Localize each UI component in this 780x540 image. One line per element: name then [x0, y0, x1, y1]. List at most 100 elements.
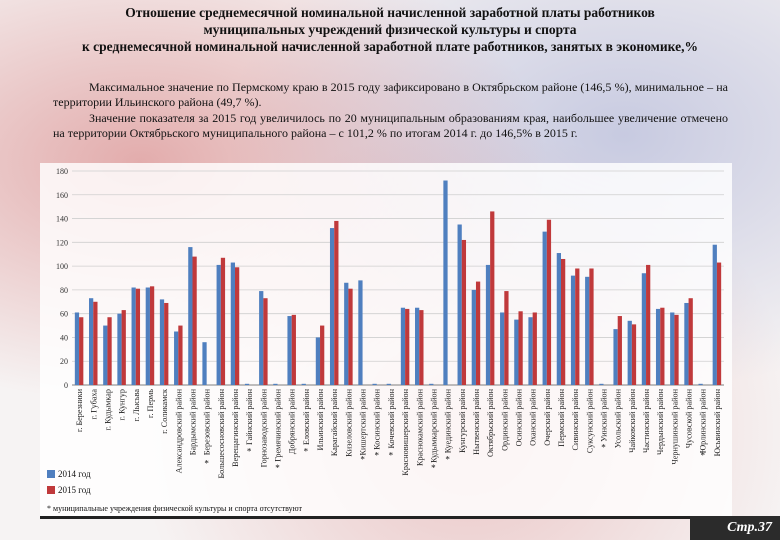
x-tick-label: Карагайский район [330, 388, 339, 456]
bar-2015 [504, 291, 509, 385]
bar-2014 [627, 320, 632, 385]
bar-2014 [287, 316, 292, 385]
x-tick-label: Бардымский район [188, 388, 197, 455]
bar-2015 [688, 298, 693, 385]
bar-2014 [684, 302, 689, 385]
absent-marker: * [360, 455, 365, 465]
y-tick-label: 0 [64, 381, 68, 390]
bar-2014 [641, 273, 647, 385]
bar-2015 [79, 317, 84, 385]
legend-swatch-2014 [47, 470, 55, 478]
x-tick-label: г. Кунгур [118, 389, 127, 420]
title-line-3: к среднемесячной номинальной начисленной… [82, 39, 698, 54]
bar-2014 [712, 244, 717, 385]
bar-2015 [121, 310, 126, 385]
x-tick-label: Гайнский район [245, 388, 254, 445]
x-tick-label: Косинский район [373, 388, 382, 449]
bar-2014 [358, 280, 363, 385]
x-tick-label: Чернушинский район [670, 388, 679, 464]
footnote: * муниципальные учреждения физической ку… [47, 504, 303, 513]
bar-2014 [259, 291, 264, 385]
x-tick-label: Октябрьский район [486, 388, 495, 457]
bar-2014 [131, 287, 136, 385]
bar-2014 [273, 383, 278, 385]
bar-2014 [500, 312, 505, 385]
title-line-1: Отношение среднемесячной номинальной нач… [125, 5, 655, 20]
bar-2014 [471, 289, 476, 385]
bar-2014 [230, 262, 235, 385]
x-tick-label: Уинский район [600, 388, 609, 441]
x-tick-label: г. Пермь [146, 389, 155, 418]
bar-2014 [457, 224, 462, 385]
bar-2015 [631, 324, 637, 385]
x-tick-label: Березовский район [203, 388, 212, 455]
x-tick-label: Оханский район [529, 388, 538, 446]
x-tick-label: Юсьвинский район [713, 388, 722, 456]
x-tick-label: Кизеловский район [344, 388, 353, 456]
bar-2015 [589, 268, 594, 385]
x-tick-label: Верещагинский район [231, 388, 240, 467]
x-tick-label: Чайковский район [628, 388, 637, 452]
bar-2014 [670, 312, 675, 385]
x-tick-label: Кунгурский район [458, 388, 467, 452]
bar-chart: 0 20 40 60 80 100 120 140 160 180 г. Березники г. Г… [56, 167, 724, 479]
x-tick-label: Кудымкарский район [429, 388, 438, 462]
bar-2015 [518, 311, 523, 385]
y-tick-label: 80 [60, 286, 68, 295]
x-tick-label: Кишертский район [359, 388, 368, 455]
bar-2014 [570, 275, 576, 385]
y-tick-label: 20 [60, 357, 68, 366]
title-line-2: муниципальных учреждений физической куль… [203, 22, 577, 37]
bar-2015 [532, 312, 537, 385]
absent-marker: * [374, 451, 379, 461]
bar-2014 [542, 231, 547, 385]
bar-2015 [716, 262, 722, 385]
absent-marker: * [431, 463, 436, 473]
x-tick-label: Частинский район [642, 388, 651, 453]
x-tick-label: г. Губаха [89, 389, 98, 420]
x-tick-label: Краснокамский район [415, 388, 424, 466]
bar-2015 [646, 264, 651, 385]
x-tick-label: Усольский район [614, 388, 623, 448]
bar-2014 [429, 383, 434, 385]
absent-marker: * [304, 446, 309, 456]
bar-2015 [235, 267, 240, 385]
bar-2015 [93, 301, 98, 385]
bar-2015 [546, 219, 552, 385]
bar-2014 [698, 383, 703, 385]
absent-marker: * [445, 455, 450, 465]
bar-2015 [475, 281, 481, 385]
x-tick-label: Горнозаводский район [259, 388, 268, 467]
y-tick-label: 120 [56, 238, 68, 247]
x-tick-label: Ильинский район [316, 388, 325, 450]
absent-marker: * [601, 442, 606, 452]
x-tick-label: Чердынский район [656, 388, 665, 455]
bar-2015 [575, 268, 580, 385]
bar-2014 [89, 298, 94, 385]
x-tick-label: Александровский район [174, 388, 183, 473]
bar-2015 [405, 308, 410, 385]
bar-2015 [291, 314, 296, 385]
x-tick-label: Ординский район [500, 388, 509, 450]
bar-2014 [188, 247, 193, 385]
x-tick-label: г. Соликамск [160, 389, 169, 434]
bar-2015 [178, 325, 183, 385]
bar-2014 [485, 264, 491, 385]
legend-label-2014: 2014 год [58, 469, 91, 479]
bar-2014 [556, 253, 561, 385]
x-tick-label: Суксунский район [585, 388, 594, 453]
bar-2014 [117, 313, 122, 385]
bar-2014 [315, 337, 321, 385]
x-tick-label: Пермский район [557, 388, 566, 446]
y-tick-label: 140 [56, 215, 68, 224]
x-tick-label: г. Березники [75, 388, 84, 432]
legend-item-2014: 2014 год [47, 466, 91, 482]
x-tick-label: Красновишерский район [401, 388, 410, 475]
bar-2014 [655, 308, 661, 385]
legend-swatch-2015 [47, 486, 55, 494]
x-tick-label: Юрлинский район [699, 388, 708, 453]
bar-2015 [674, 314, 679, 385]
bar-2015 [135, 288, 141, 385]
x-tick-label: Нытвенский район [472, 388, 481, 454]
footer-divider [40, 516, 732, 519]
